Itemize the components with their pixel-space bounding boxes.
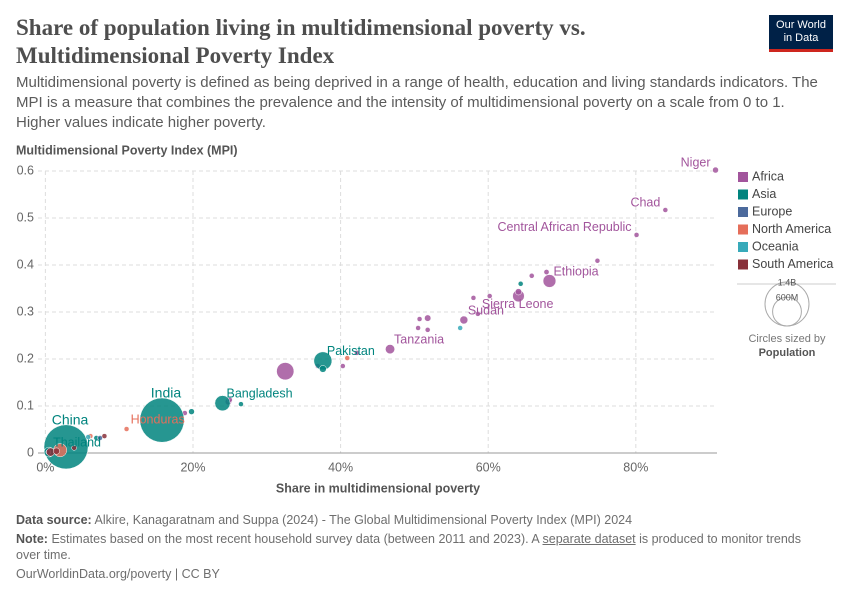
logo[interactable]: Our World in Data [769, 15, 833, 52]
point [344, 355, 350, 361]
source: Data source: Alkire, Kanagaratnam and Su… [16, 512, 826, 528]
source-text: Alkire, Kanagaratnam and Suppa (2024) - … [94, 513, 633, 527]
point [486, 293, 493, 299]
chart: Multidimensional Poverty Index (MPI) Sha… [16, 143, 836, 495]
y-tick-label: 0.4 [17, 257, 34, 271]
size-legend-variable: Population [759, 347, 816, 359]
y-tick-label: 0.2 [17, 351, 34, 365]
legend-label: Africa [752, 169, 784, 183]
legend-swatch [738, 259, 748, 270]
point [123, 426, 130, 432]
size-legend-label: 1.4B [778, 277, 797, 287]
x-tick-label: 60% [476, 460, 501, 474]
point-label: Central African Republic [497, 220, 631, 234]
point [354, 350, 360, 356]
point [712, 166, 719, 174]
y-tick-label: 0.6 [17, 163, 34, 177]
point [71, 445, 77, 451]
point [542, 274, 557, 288]
legend-label: North America [752, 222, 831, 236]
point [238, 401, 244, 407]
logo-text: in Data [783, 32, 819, 44]
point [139, 397, 185, 443]
x-tick-label: 40% [328, 460, 353, 474]
legend-swatch [738, 189, 748, 200]
point [319, 365, 327, 373]
grid [38, 170, 717, 454]
x-tick-label: 0% [36, 460, 54, 474]
note-link[interactable]: separate dataset [542, 532, 636, 546]
point [214, 395, 231, 412]
point [517, 281, 524, 287]
point [85, 434, 91, 440]
point-label: Niger [681, 155, 711, 169]
y-tick-label: 0.1 [17, 398, 34, 412]
point-label: Sudan [468, 303, 504, 317]
point [529, 273, 535, 279]
legend-label: Asia [752, 187, 776, 201]
url: OurWorldinData.org/poverty | CC BY [16, 567, 220, 581]
source-label: Data source: [16, 513, 92, 527]
point-label: Thailand [53, 435, 101, 449]
note-label: Note: [16, 532, 48, 546]
point [415, 325, 421, 331]
point-label: India [151, 385, 182, 401]
point [594, 258, 601, 264]
size-legend-label: 600M [776, 293, 799, 303]
point-label: Pakistan [327, 344, 375, 358]
point [424, 314, 432, 322]
y-tick-label: 0 [27, 445, 34, 459]
chart-title: Share of population living in multidimen… [16, 15, 586, 68]
legend-label: Europe [752, 204, 792, 218]
point-label: Bangladesh [227, 386, 293, 400]
size-legend-title: Circles sized by [748, 333, 826, 345]
chart-subtitle: Multidimensional poverty is defined as b… [16, 74, 818, 131]
point [459, 315, 469, 325]
y-tick-label: 0.3 [17, 304, 34, 318]
point [514, 288, 522, 296]
point [340, 363, 346, 369]
legend-swatch [738, 207, 748, 217]
note-text: Estimates based on the most recent house… [51, 532, 543, 546]
point [543, 269, 550, 275]
y-tick-label: 0.5 [17, 210, 34, 224]
legend-swatch [738, 224, 748, 235]
point [470, 295, 477, 301]
size-legend-circle [764, 281, 810, 327]
x-tick-label: 20% [180, 460, 205, 474]
point-label: Chad [630, 195, 660, 209]
point [457, 325, 463, 331]
x-tick-label: 80% [623, 460, 648, 474]
x-axis-label: Share in multidimensional poverty [276, 481, 480, 495]
point [662, 207, 669, 213]
point-label: China [52, 412, 89, 428]
point [633, 232, 640, 238]
note-text: is produced to monitor trends over time. [16, 532, 801, 562]
logo-text: Our World [776, 19, 826, 31]
point [416, 316, 423, 322]
size-legend-circle [772, 296, 802, 327]
legend-swatch [738, 172, 748, 182]
y-axis-label: Multidimensional Poverty Index (MPI) [16, 143, 238, 157]
point-label: Sierra Leone [482, 297, 554, 311]
note: Note: Estimates based on the most recent… [16, 531, 826, 563]
point [101, 433, 108, 439]
point-label: Tanzania [394, 332, 444, 346]
point [385, 344, 395, 355]
legend-swatch [738, 242, 748, 252]
point [475, 311, 481, 317]
footer: Data source: Alkire, Kanagaratnam and Su… [16, 512, 826, 585]
legend-label: Oceania [752, 239, 799, 253]
point [276, 362, 295, 381]
point [188, 408, 195, 415]
legend-label: South America [752, 257, 833, 271]
point [424, 327, 431, 333]
point [52, 447, 60, 455]
point-label: Honduras [131, 412, 185, 426]
point-label: Ethiopia [553, 264, 598, 278]
